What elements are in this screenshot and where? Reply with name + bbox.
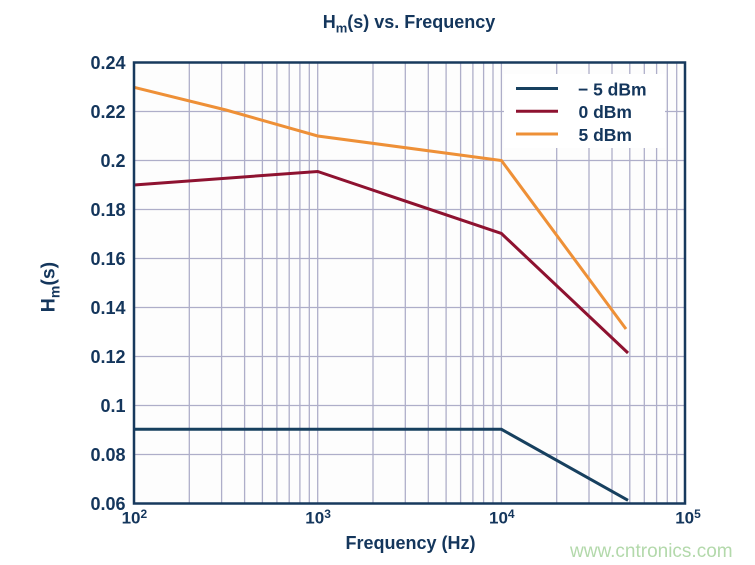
svg-text:102: 102: [122, 507, 148, 528]
svg-text:Hm(s): Hm(s): [38, 262, 63, 312]
svg-text:0 dBm: 0 dBm: [579, 102, 632, 122]
svg-text:Frequency (Hz): Frequency (Hz): [345, 533, 475, 553]
svg-text:0.14: 0.14: [90, 298, 125, 318]
svg-text:0.1: 0.1: [100, 396, 125, 416]
svg-text:105: 105: [675, 507, 701, 528]
svg-text:103: 103: [305, 507, 331, 528]
svg-text:0.2: 0.2: [100, 151, 125, 171]
svg-text:104: 104: [489, 507, 515, 528]
svg-text:0.08: 0.08: [90, 445, 125, 465]
svg-text:0.16: 0.16: [90, 249, 125, 269]
svg-text:0.24: 0.24: [90, 53, 125, 73]
svg-text:Hm(s) vs. Frequency: Hm(s) vs. Frequency: [323, 12, 496, 36]
svg-text:0.12: 0.12: [90, 347, 125, 367]
svg-text:− 5 dBm: − 5 dBm: [578, 80, 647, 100]
svg-text:0.22: 0.22: [90, 102, 125, 122]
svg-text:www.cntronics.com: www.cntronics.com: [569, 541, 733, 562]
svg-text:0.06: 0.06: [90, 494, 125, 514]
svg-text:5 dBm: 5 dBm: [579, 125, 632, 145]
svg-text:0.18: 0.18: [90, 200, 125, 220]
